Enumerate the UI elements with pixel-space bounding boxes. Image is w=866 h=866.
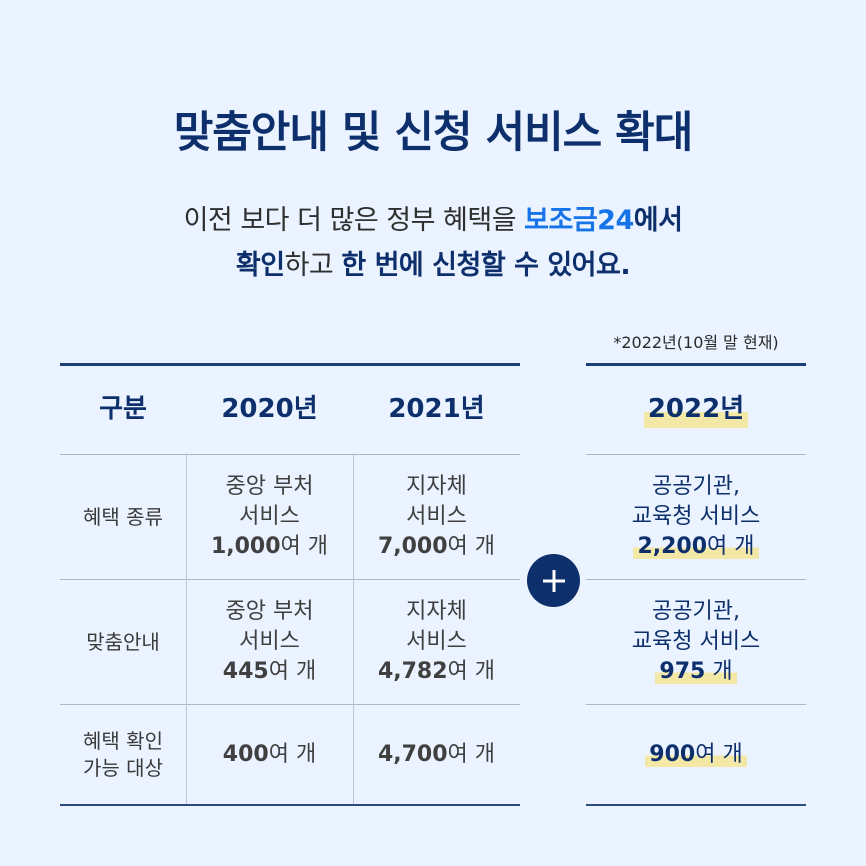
cell-2021-custom-guide: 지자체 서비스 4,782여 개	[353, 580, 520, 704]
cell-number: 400	[222, 741, 269, 767]
subtitle-text-bold: 에서	[633, 205, 683, 236]
row-divider	[60, 704, 520, 705]
cell-2021-benefit-types: 지자체 서비스 7,000여 개	[353, 455, 520, 579]
subtitle-text: 이전 보다 더 많은 정부 혜택을	[183, 205, 525, 236]
cell-2020-custom-guide: 중앙 부처 서비스 445여 개	[186, 580, 353, 704]
header-2021: 2021년	[388, 394, 485, 425]
row-divider	[60, 579, 520, 580]
column-divider	[186, 455, 187, 804]
cell-unit: 여 개	[280, 533, 329, 559]
subtitle-bold: 확인	[235, 250, 285, 281]
cell-line: 공공기관,	[652, 474, 740, 500]
cell-unit: 개	[705, 658, 733, 684]
cell-line: 교육청 서비스	[631, 629, 761, 655]
cell-line: 서비스	[406, 504, 467, 530]
row-label-custom-guide: 맞춤안내	[86, 629, 160, 654]
service-name: 보조금24	[524, 205, 634, 236]
cell-line: 중앙 부처	[225, 599, 314, 625]
header-2022-text: 2022년	[643, 392, 749, 428]
cell-number: 7,000	[377, 533, 448, 559]
cell-line: 중앙 부처	[225, 474, 314, 500]
header-category: 구분	[99, 394, 147, 425]
cell-line: 공공기관,	[652, 599, 740, 625]
cell-line: 지자체	[406, 474, 467, 500]
subtitle-line-2: 확인하고 한 번에 신청할 수 있어요.	[0, 243, 866, 282]
cell-number: 4,782	[377, 658, 448, 684]
header-2020: 2020년	[221, 394, 318, 425]
header-divider	[586, 454, 806, 455]
cell-unit: 여 개	[447, 658, 496, 684]
table-top-rule	[60, 363, 520, 366]
cell-2022-eligible-targets: 900여 개	[586, 705, 806, 804]
row-label-benefit-types: 혜택 종류	[83, 504, 163, 529]
cell-line: 서비스	[239, 504, 300, 530]
page-title: 맞춤안내 및 신청 서비스 확대	[173, 108, 694, 158]
date-note: *2022년(10월 말 현재)	[613, 333, 779, 352]
cell-number: 445	[222, 658, 269, 684]
cell-number: 4,700	[377, 741, 448, 767]
row-divider	[586, 579, 806, 580]
cell-unit: 여 개	[447, 533, 496, 559]
cell-number: 2,200	[637, 533, 708, 559]
table-bottom-rule	[586, 804, 806, 806]
table-bottom-rule	[60, 804, 520, 806]
cell-line: 교육청 서비스	[631, 504, 761, 530]
cell-unit: 여 개	[447, 741, 496, 767]
cell-number: 900	[649, 741, 696, 767]
cell-2022-benefit-types: 공공기관, 교육청 서비스 2,200여 개	[586, 455, 806, 579]
column-divider	[353, 455, 354, 804]
subtitle-bold: 한 번에 신청할 수 있어요.	[341, 250, 631, 281]
row-label-eligible-targets: 혜택 확인 가능 대상	[60, 705, 186, 804]
header-2022: 2022년	[586, 366, 806, 454]
cell-2021-eligible-targets: 4,700여 개	[353, 705, 520, 804]
cell-line: 서비스	[406, 629, 467, 655]
cell-unit: 여 개	[268, 658, 317, 684]
cell-2020-eligible-targets: 400여 개	[186, 705, 353, 804]
plus-icon	[527, 554, 580, 607]
row-label-line: 가능 대상	[83, 755, 163, 780]
subtitle-text: 하고	[284, 250, 342, 281]
cell-2022-custom-guide: 공공기관, 교육청 서비스 975 개	[586, 580, 806, 704]
cell-unit: 여 개	[695, 741, 743, 767]
cell-number: 1,000	[210, 533, 281, 559]
plus-icon-glyph	[542, 569, 565, 592]
header-divider	[60, 454, 520, 455]
row-divider	[586, 704, 806, 705]
row-label-line: 혜택 확인	[83, 728, 163, 753]
cell-unit: 여 개	[707, 533, 755, 559]
table-top-rule	[586, 363, 806, 366]
cell-2020-benefit-types: 중앙 부처 서비스 1,000여 개	[186, 455, 353, 579]
cell-unit: 여 개	[268, 741, 317, 767]
cell-line: 서비스	[239, 629, 300, 655]
cell-line: 지자체	[406, 599, 467, 625]
subtitle-line-1: 이전 보다 더 많은 정부 혜택을 보조금24에서	[0, 198, 866, 237]
cell-number: 975	[659, 658, 706, 684]
